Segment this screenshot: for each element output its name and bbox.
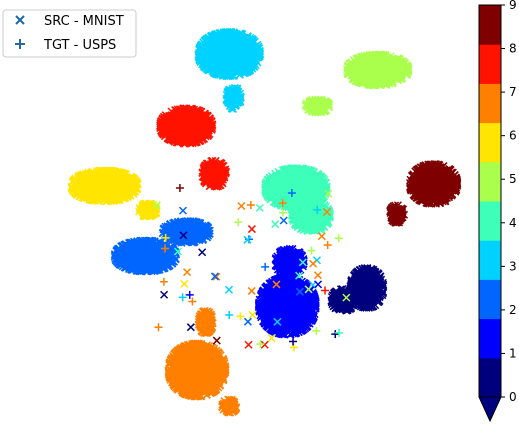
cluster-class-3 [194, 27, 265, 81]
plot-area [67, 27, 462, 417]
scatter-point-src [366, 279, 376, 288]
scatter-point-src [355, 285, 364, 294]
cluster-class-1 [254, 273, 320, 339]
scatter-point-src [374, 297, 383, 307]
scatter-point-src [375, 291, 384, 300]
scatter-point-src [375, 283, 384, 292]
scatter-point-src [354, 268, 363, 277]
scatter-point-src [355, 273, 364, 282]
scatter-point-src [368, 267, 377, 276]
scatter-point-src [366, 298, 375, 307]
scatter-point-src [344, 304, 353, 313]
scatter-point-src [368, 279, 377, 288]
